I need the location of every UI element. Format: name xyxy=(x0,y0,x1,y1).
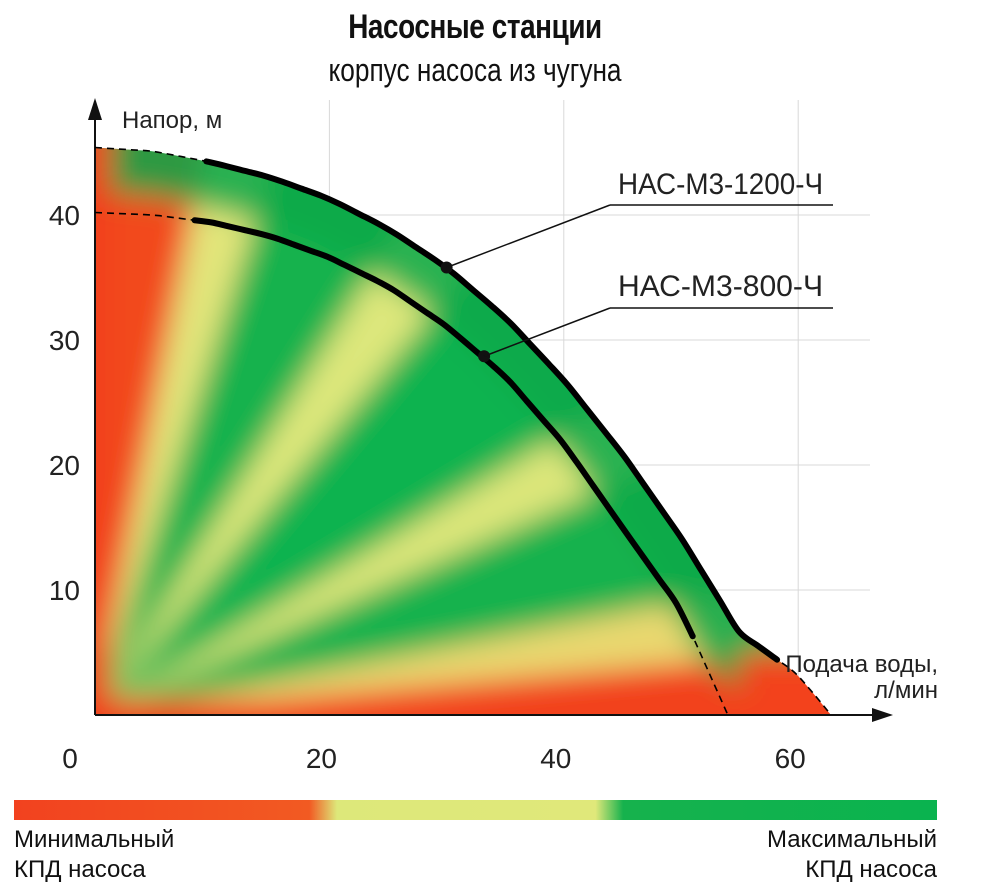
scale-max-line2: КПД насоса xyxy=(805,856,937,883)
y-tick-label: 30 xyxy=(49,325,80,356)
x-tick-label: 0 xyxy=(62,743,78,774)
x-tick-label: 40 xyxy=(540,743,571,774)
tick-labels: 0 20 40 60 10 20 30 40 xyxy=(49,200,806,774)
y-tick-label: 20 xyxy=(49,450,80,481)
scale-max-line1: Максимальный xyxy=(766,826,937,853)
series-line-1 xyxy=(191,217,696,640)
efficiency-wedge-8 xyxy=(95,147,324,715)
scale-min-label: Минимальный КПД насоса xyxy=(14,825,174,885)
series-label-0: НАС-М3-1200-Ч xyxy=(618,168,823,201)
y-tick-label: 40 xyxy=(49,200,80,231)
scale-min-line1: Минимальный xyxy=(14,826,175,853)
y-tick-label: 10 xyxy=(49,575,80,606)
y-axis-label: Напор, м xyxy=(122,107,222,134)
efficiency-left-strip xyxy=(95,147,110,715)
efficiency-wedge-0 xyxy=(95,610,832,715)
chart-title: Насосные станции xyxy=(348,8,602,46)
pump-curves xyxy=(94,146,832,716)
chart-subtitle: корпус насоса из чугуна xyxy=(328,52,622,88)
scale-min-line2: КПД насоса xyxy=(14,856,146,883)
series-callouts: НАС-М3-1200-Ч НАС-М3-800-Ч xyxy=(440,168,833,363)
series-label-1: НАС-М3-800-Ч xyxy=(618,270,823,303)
y-axis-arrow xyxy=(88,98,102,120)
x-axis-arrow xyxy=(872,708,893,722)
scale-max-label: Максимальный КПД насоса xyxy=(767,825,937,885)
x-tick-label: 60 xyxy=(775,743,806,774)
x-axis-label-line1: Подача воды, xyxy=(785,651,938,678)
x-axis-label-line2: л/мин xyxy=(874,677,938,704)
series-line-0 xyxy=(203,158,781,663)
x-tick-label: 20 xyxy=(306,743,337,774)
callout-leader-1 xyxy=(483,307,611,357)
efficiency-scale-bar xyxy=(14,800,937,820)
efficiency-wedge-7 xyxy=(95,147,466,715)
efficiency-wedge-6 xyxy=(95,147,731,715)
efficiency-bottom-strip xyxy=(95,700,832,715)
callout-leader-0 xyxy=(446,204,611,269)
